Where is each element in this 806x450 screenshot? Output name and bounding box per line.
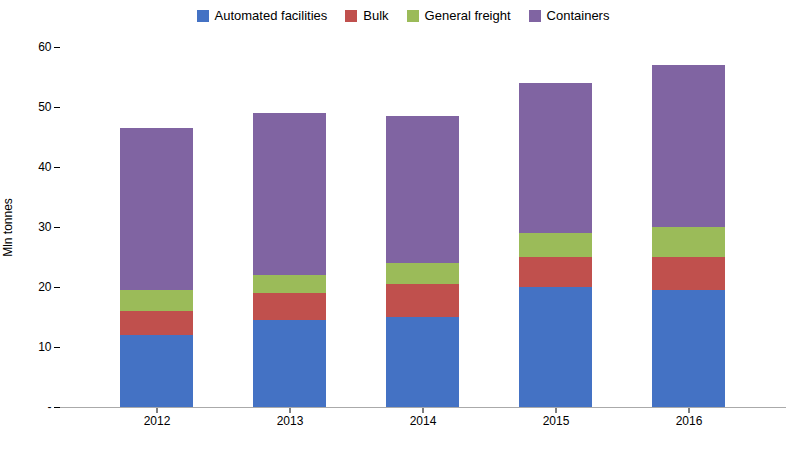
svg-text:2014: 2014 <box>410 414 437 428</box>
svg-text:2013: 2013 <box>277 414 304 428</box>
svg-text:40: 40 <box>38 160 52 174</box>
html-text:Automated facilities: Automated facilities <box>214 8 328 23</box>
svg-text:30: 30 <box>38 220 52 234</box>
svg-text:20: 20 <box>38 280 52 294</box>
svg-text:2016: 2016 <box>676 414 703 428</box>
svg-text:10: 10 <box>38 340 52 354</box>
html-text:Containers: Containers <box>546 8 610 23</box>
html-text:General freight: General freight <box>424 8 511 23</box>
svg-text:-: - <box>48 400 52 414</box>
svg-text:Mln tonnes: Mln tonnes <box>1 198 15 257</box>
svg-text:50: 50 <box>38 100 52 114</box>
svg-text:2015: 2015 <box>543 414 570 428</box>
svg-text:2012: 2012 <box>144 414 171 428</box>
svg-text:60: 60 <box>38 40 52 54</box>
html-text:Bulk: Bulk <box>363 8 389 23</box>
